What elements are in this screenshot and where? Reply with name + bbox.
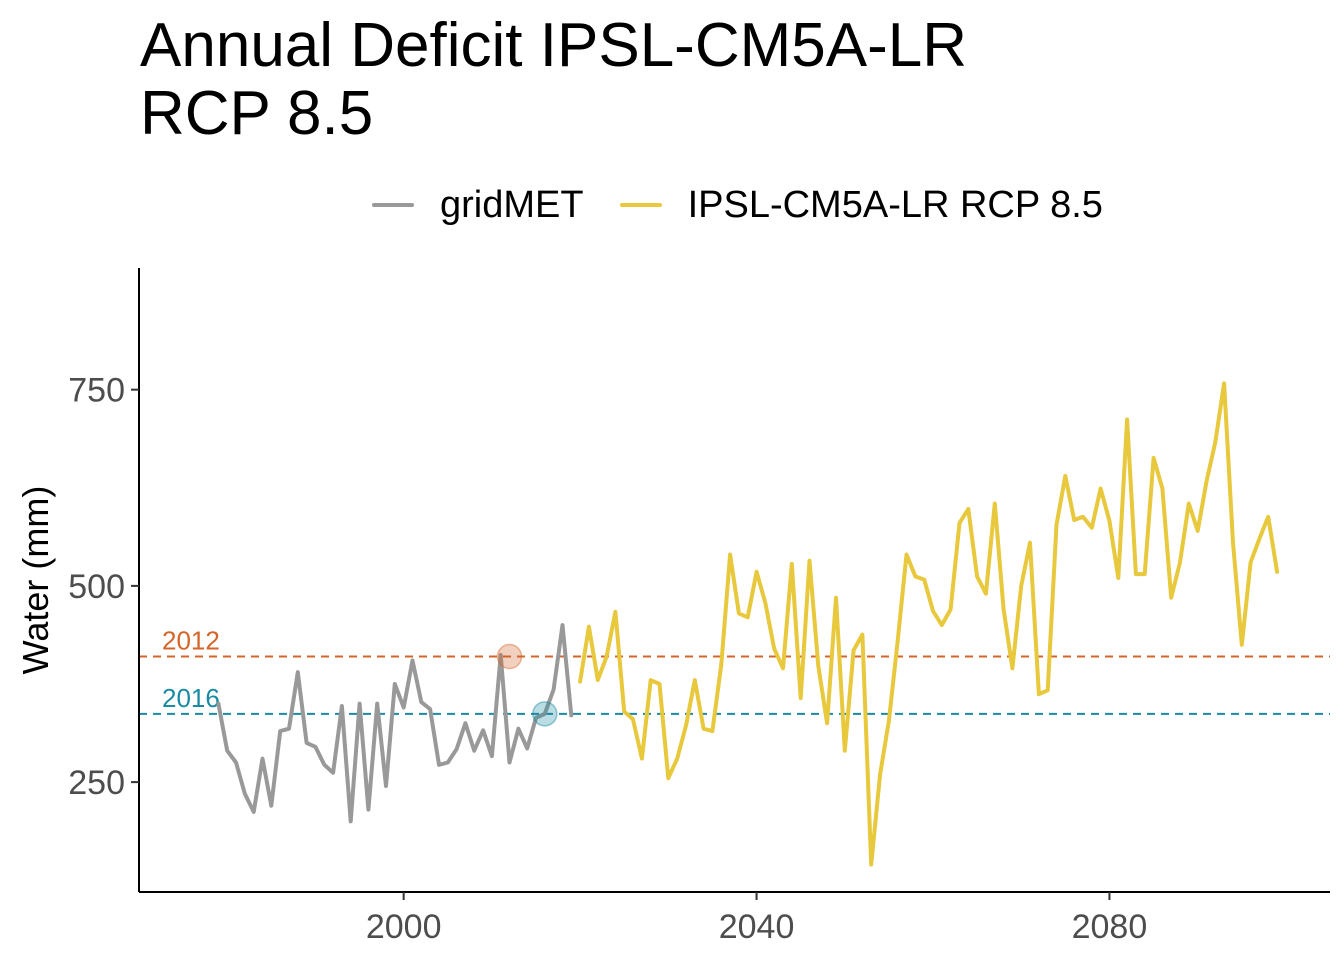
series-line-gridmet [216,623,574,824]
y-tick-label-500: 500 [68,568,125,606]
legend-item-gridmet: gridMET [372,184,584,227]
legend-label-ipsl: IPSL-CM5A-LR RCP 8.5 [687,183,1103,226]
legend: gridMET IPSL-CM5A-LR RCP 8.5 [372,180,1139,230]
chart-title: Annual Deficit IPSL-CM5A-LR RCP 8.5 [140,12,1290,148]
x-tick-label-2000: 2000 [366,908,442,946]
series-lines [216,381,1280,867]
highlight-markers [496,643,558,727]
axes: 250 500 750 2000 2040 2080 [68,268,1330,946]
chart-title-line2: RCP 8.5 [140,79,374,148]
marker-2012 [496,643,523,670]
reference-label-2016: 2016 [162,683,220,713]
y-tick-label-250: 250 [68,764,125,802]
y-tick-label-750: 750 [68,372,125,410]
legend-label-gridmet: gridMET [440,183,584,226]
reference-lines: 2012 2016 [139,626,1330,715]
chart-title-line1: Annual Deficit IPSL-CM5A-LR [140,11,967,80]
series-line-ipsl [578,381,1280,867]
legend-swatch-ipsl [619,203,662,207]
y-axis-title: Water (mm) [15,486,56,675]
x-tick-label-2040: 2040 [719,908,795,946]
marker-2016 [532,701,558,727]
x-tick-label-2080: 2080 [1072,908,1148,946]
reference-label-2012: 2012 [162,626,220,656]
legend-swatch-gridmet [372,203,414,207]
legend-item-ipsl: IPSL-CM5A-LR RCP 8.5 [619,183,1103,227]
